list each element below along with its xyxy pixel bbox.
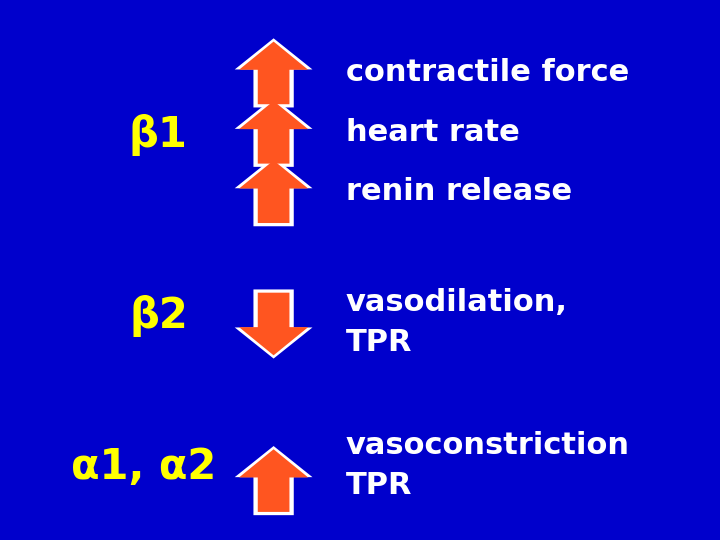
Text: heart rate: heart rate [346,118,519,147]
Text: renin release: renin release [346,177,572,206]
Polygon shape [235,38,312,107]
Text: TPR: TPR [346,328,412,357]
Text: β2: β2 [129,295,188,337]
Polygon shape [239,449,308,512]
Text: vasodilation,: vasodilation, [346,288,567,317]
Text: contractile force: contractile force [346,58,629,87]
Text: vasoconstriction: vasoconstriction [346,431,629,460]
Polygon shape [239,42,308,104]
Text: α1, α2: α1, α2 [71,446,217,488]
Polygon shape [235,98,312,167]
Polygon shape [235,157,312,226]
Polygon shape [239,293,308,355]
Polygon shape [235,446,312,515]
Polygon shape [239,160,308,223]
Polygon shape [239,101,308,164]
Polygon shape [235,289,312,359]
Text: TPR: TPR [346,471,412,501]
Text: β1: β1 [129,114,188,156]
